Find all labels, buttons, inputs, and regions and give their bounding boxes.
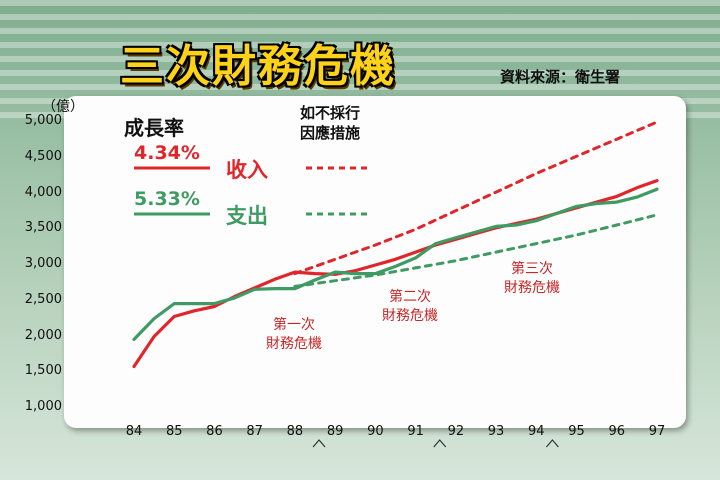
crisis-marker (433, 439, 447, 448)
y-tick-label: 1,500 (24, 363, 62, 379)
y-tick-label: 5,000 (24, 113, 62, 128)
y-unit-label: （億） (42, 99, 84, 115)
chart-panel (64, 96, 686, 428)
expense-projection-line (293, 213, 659, 288)
y-tick-label: 3,500 (24, 220, 62, 236)
x-tick-label: 95 (568, 424, 585, 439)
x-tick-label: 90 (367, 424, 384, 439)
crisis-label-3: 第三次 財務危機 (492, 260, 572, 298)
legend-growth-rate-title: 成長率 (124, 116, 184, 140)
crisis-marker (312, 439, 326, 448)
crisis-label-2: 第二次 財務危機 (370, 288, 450, 326)
x-tick-label: 97 (648, 424, 666, 439)
legend-expense-label: 支出 (226, 204, 268, 228)
income-projection-line (293, 120, 659, 276)
x-tick-label: 94 (528, 424, 545, 439)
x-tick-label: 88 (286, 424, 304, 439)
x-tick-label: 87 (246, 424, 263, 439)
x-tick-label: 89 (326, 424, 344, 439)
x-tick-label: 91 (407, 424, 424, 439)
x-tick-label: 92 (447, 424, 465, 439)
crisis-label-1-line1: 第一次 (273, 317, 315, 333)
crisis-marker (545, 439, 559, 448)
headline-title: 三次財務危機 (120, 41, 396, 92)
income-line (132, 179, 659, 369)
x-tick-label: 86 (206, 424, 223, 439)
crisis-label-3-line2: 財務危機 (504, 280, 560, 296)
y-tick-label: 1,000 (24, 399, 62, 414)
y-tick-label: 4,000 (24, 184, 62, 200)
x-tick-label: 96 (608, 424, 626, 439)
legend-income-rate: 4.34% (134, 142, 200, 164)
source-note: 資料來源：衛生署 (500, 68, 621, 86)
crisis-label-1-line2: 財務危機 (266, 336, 322, 352)
x-tick-label: 84 (125, 424, 143, 439)
crisis-label-2-line2: 財務危機 (382, 308, 438, 324)
crisis-label-2-line1: 第二次 (389, 289, 431, 305)
crisis-label-3-line1: 第三次 (511, 261, 553, 277)
legend-projection-title-line2: 因應措施 (300, 124, 361, 142)
crisis-label-1: 第一次 財務危機 (254, 316, 334, 354)
y-tick-label: 2,000 (24, 327, 62, 343)
legend-projection-title-line1: 如不採行 (300, 104, 361, 122)
y-tick-label: 3,000 (24, 256, 62, 271)
y-tick-label: 2,500 (24, 291, 62, 307)
legend-expense-rate: 5.33% (134, 188, 200, 210)
expense-line (132, 187, 659, 341)
legend-income-label: 收入 (226, 158, 268, 182)
x-tick-label: 85 (165, 424, 183, 439)
y-tick-label: 4,500 (24, 148, 62, 164)
x-tick-label: 93 (487, 424, 505, 439)
